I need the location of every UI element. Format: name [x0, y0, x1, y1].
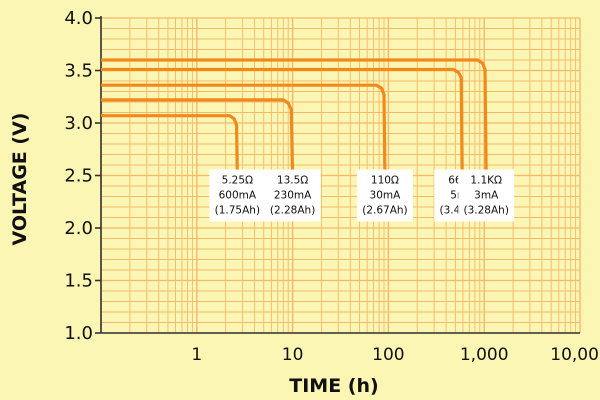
y-tick-label: 3.5 [64, 61, 93, 82]
series-line-1 [101, 114, 239, 176]
series-annotation-5: 1.1KΩ 3mA (3.28Ah) [458, 169, 515, 222]
y-tick-label: 1.0 [64, 323, 93, 344]
x-tick-label: 1 [191, 345, 202, 365]
annotation-line: (3.28Ah) [464, 205, 509, 217]
annotation-line: 5.25Ω [222, 175, 253, 187]
annotation-line: 30mA [370, 190, 402, 202]
x-tick-label: 10 [282, 345, 304, 365]
series-line-4 [101, 67, 464, 176]
y-tick-label: 2.5 [64, 166, 93, 187]
x-tick-label: 1,000 [460, 345, 509, 365]
annotation-line: (2.67Ah) [362, 205, 407, 217]
series-line-3 [101, 83, 387, 176]
annotation-line: 1.1KΩ [470, 175, 502, 187]
series-layer [101, 58, 488, 176]
annotation-line: 13.5Ω [277, 175, 308, 187]
annotation-line: 3mA [474, 190, 499, 202]
annotation-box [209, 169, 266, 222]
y-axis-title: VOLTAGE (V) [9, 113, 31, 246]
series-line-5 [101, 58, 488, 176]
y-tick-label: 2.0 [64, 218, 93, 239]
series-annotation-1: 5.25Ω 600mA (1.75Ah) [209, 169, 266, 222]
annotation-line: 230mA [274, 190, 312, 202]
annotation-line: 600mA [219, 190, 257, 202]
annotation-line: (1.75Ah) [215, 205, 260, 217]
annotation-line: 110Ω [371, 175, 399, 187]
annotation-box [458, 169, 515, 222]
y-tick-label: 3.0 [64, 113, 93, 134]
annotation-box [264, 169, 321, 222]
tick-label-layer: 1.0 1.5 2.0 2.5 3.0 3.5 4.0 1 10 100 1,000 10,000 [64, 8, 600, 365]
series-annotation-3: 110Ω 30mA (2.67Ah) [356, 169, 413, 222]
y-tick-label: 4.0 [64, 8, 93, 29]
series-annotation-2: 13.5Ω 230mA (2.28Ah) [264, 169, 321, 222]
x-axis-title: TIME (h) [289, 375, 378, 397]
x-tick-label: 10,000 [550, 345, 600, 365]
x-tick-label: 100 [372, 345, 404, 365]
annotation-line: (2.28Ah) [270, 205, 315, 217]
y-tick-label: 1.5 [64, 271, 93, 292]
annotation-layer: 5.25Ω 600mA (1.75Ah) 13.5Ω 230mA (2.28Ah) 110Ω… [209, 169, 515, 222]
annotation-box [356, 169, 413, 222]
series-line-2 [101, 98, 295, 176]
